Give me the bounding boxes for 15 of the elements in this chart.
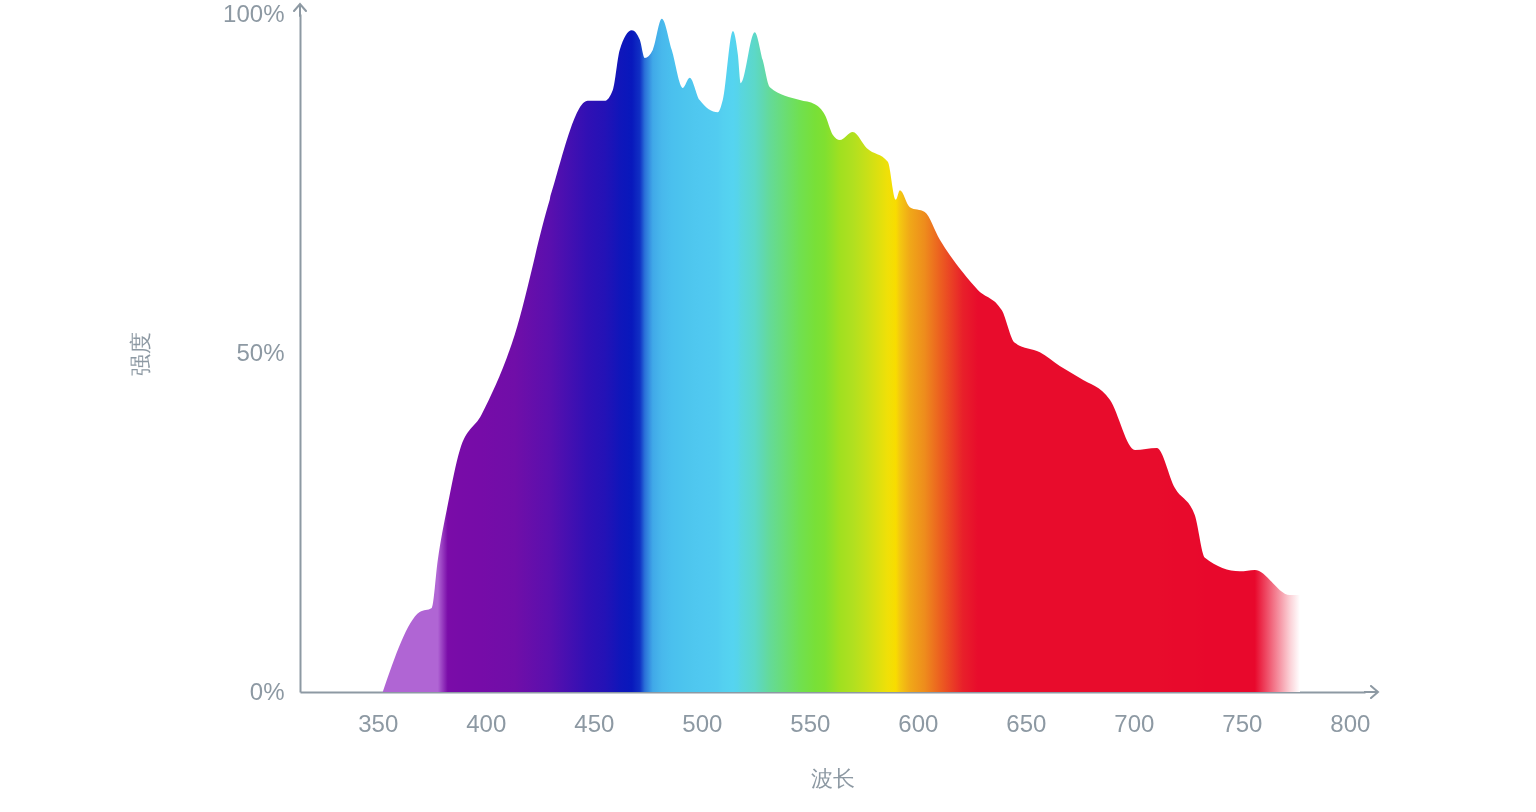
y-tick-label: 100% xyxy=(223,0,285,27)
x-tick-label: 800 xyxy=(1330,709,1371,737)
x-tick-label: 500 xyxy=(682,709,723,737)
x-tick-label: 600 xyxy=(898,709,939,737)
y-tick-label: 50% xyxy=(236,338,285,366)
x-tick-label: 650 xyxy=(1006,709,1047,737)
x-axis-title: 波长 xyxy=(811,765,855,791)
x-tick-label: 750 xyxy=(1222,709,1263,737)
x-tick-label: 450 xyxy=(574,709,615,737)
y-tick-label: 0% xyxy=(249,677,285,705)
x-tick-label: 550 xyxy=(790,709,831,737)
y-axis-title: 强度 xyxy=(128,331,154,376)
x-tick-label: 350 xyxy=(358,709,399,737)
x-tick-label: 400 xyxy=(466,709,507,737)
x-tick-label: 700 xyxy=(1114,709,1155,737)
